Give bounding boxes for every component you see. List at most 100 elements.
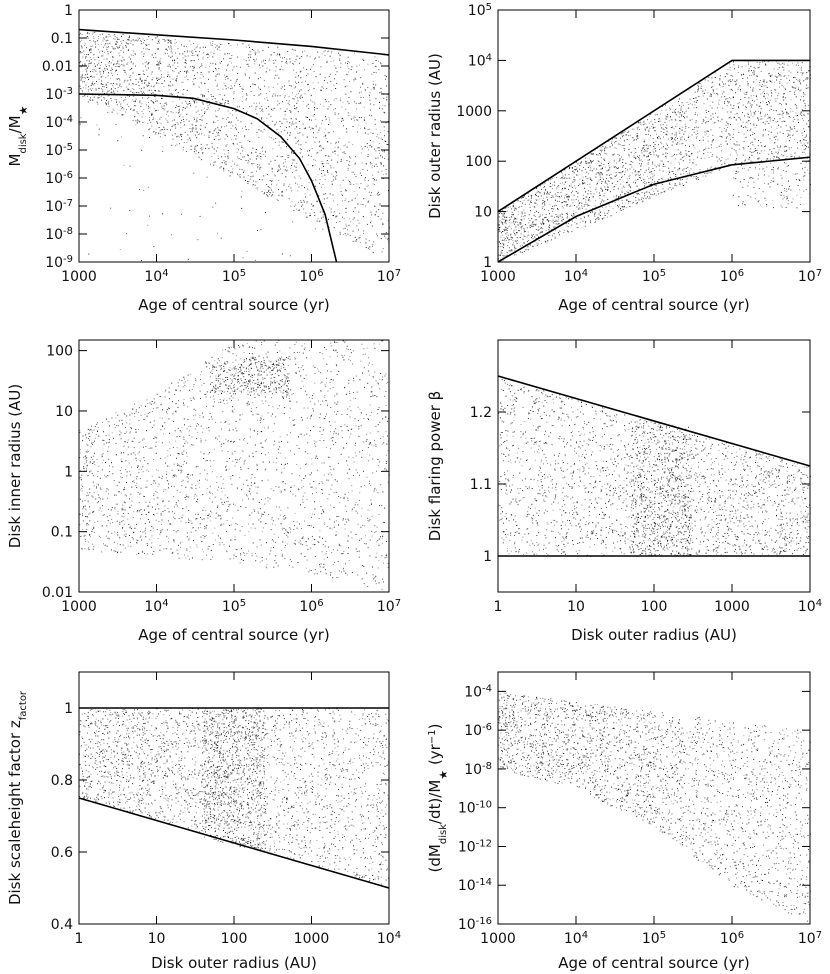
scatter-point [289,255,291,257]
scatter-point [308,154,310,156]
scatter-point [350,181,351,183]
scatter-point [164,134,166,136]
scatter-point [567,196,568,197]
scatter-point [155,109,157,111]
scatter-point [764,146,765,148]
scatter-point [194,78,196,79]
scatter-point [310,155,312,157]
scatter-point [115,43,117,45]
scatter-point [233,93,235,95]
scatter-point [287,155,289,157]
scatter-point [178,110,180,112]
scatter-point [795,87,797,89]
scatter-point [615,195,617,197]
scatter-point [733,80,735,82]
scatter-point [753,70,755,72]
scatter-point [543,223,545,225]
scatter-point [365,177,366,179]
scatter-point [187,50,189,52]
scatter-point [681,178,683,180]
scatter-point [315,76,317,78]
scatter-point [176,95,178,97]
scatter-point [585,191,586,193]
scatter-point [510,237,512,239]
scatter-point [227,87,229,89]
scatter-point [333,109,335,111]
scatter-point [189,51,191,53]
scatter-point [528,218,530,220]
scatter-point [375,179,377,181]
scatter-point [600,162,602,164]
scatter-point [234,82,236,84]
scatter-point [553,205,555,207]
scatter-point [789,134,791,136]
scatter-point [90,48,92,50]
scatter-point [213,153,215,154]
scatter-point [759,63,761,65]
scatter-point [530,224,531,226]
scatter-point [652,123,654,125]
scatter-point [740,74,742,76]
scatter-point [350,157,351,159]
scatter-point [620,134,622,136]
scatter-point [377,216,379,217]
scatter-point [387,239,388,240]
scatter-point [612,201,614,203]
scatter-point [619,159,621,161]
scatter-point [549,186,551,188]
scatter-point [681,129,683,131]
scatter-point [307,150,309,152]
scatter-point [252,184,254,186]
scatter-point [324,50,326,52]
scatter-point [332,179,334,181]
scatter-point [549,220,551,222]
scatter-point [557,223,559,225]
scatter-point [792,86,794,88]
scatter-point [111,111,113,113]
scatter-point [629,190,631,192]
scatter-point [799,79,801,81]
scatter-point [804,131,805,132]
scatter-point [534,241,536,243]
scatter-point [102,84,104,85]
scatter-point [82,56,84,58]
scatter-point [621,171,623,173]
scatter-point [589,165,591,167]
scatter-point [249,51,251,53]
scatter-point [565,204,567,206]
scatter-point [356,108,357,110]
scatter-point [109,35,111,37]
scatter-point [619,209,621,211]
scatter-point [609,174,610,176]
scatter-point [525,231,526,232]
scatter-point [155,98,157,100]
scatter-point [782,116,784,118]
scatter-point [607,186,609,188]
scatter-point [581,202,583,204]
scatter-point [279,95,281,97]
scatter-point [264,155,266,157]
scatter-point [296,82,298,84]
scatter-point [614,201,616,203]
scatter-point [665,104,666,106]
scatter-point [617,199,619,201]
scatter-point [193,43,195,45]
scatter-point [610,215,612,217]
scatter-point [377,194,379,196]
scatter-point [774,156,775,158]
scatter-point [230,45,232,46]
scatter-point [79,41,81,43]
scatter-point [573,213,575,215]
scatter-point [221,156,222,158]
scatter-point [584,182,586,184]
scatter-point [327,172,329,173]
scatter-point [527,246,529,248]
scatter-point [642,147,644,149]
scatter-point [274,77,276,79]
scatter-point [713,122,715,124]
scatter-point [615,141,617,142]
scatter-point [566,217,568,219]
scatter-point [561,182,563,184]
scatter-point [221,162,223,164]
scatter-point [598,171,599,173]
